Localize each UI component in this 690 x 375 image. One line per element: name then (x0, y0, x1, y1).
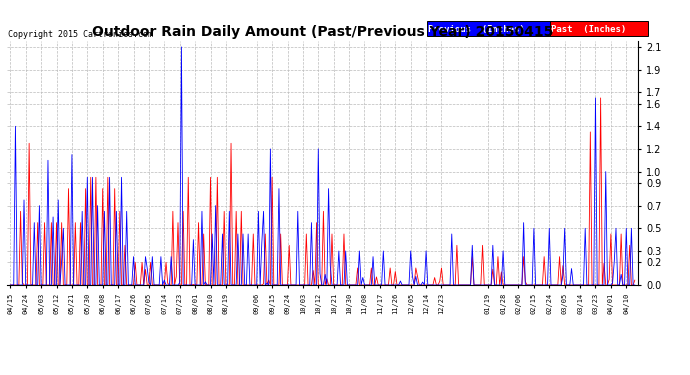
Text: Copyright 2015 Cartronics.com: Copyright 2015 Cartronics.com (8, 30, 153, 39)
Title: Outdoor Rain Daily Amount (Past/Previous Year) 20150415: Outdoor Rain Daily Amount (Past/Previous… (92, 25, 553, 39)
FancyBboxPatch shape (426, 21, 550, 36)
Text: Past  (Inches): Past (Inches) (551, 25, 627, 34)
FancyBboxPatch shape (550, 21, 648, 36)
Text: Previous  (Inches): Previous (Inches) (428, 25, 525, 34)
